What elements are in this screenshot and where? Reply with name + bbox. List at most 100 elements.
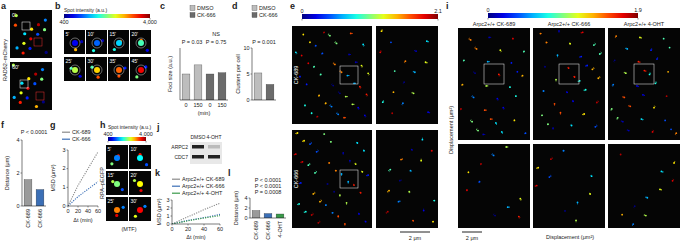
track: [632, 224, 633, 226]
track: [569, 43, 570, 44]
track: [597, 101, 599, 103]
y-tick-label: 0: [246, 97, 249, 103]
spot: [146, 49, 149, 52]
spot: [29, 37, 32, 40]
track: [335, 41, 337, 43]
spot: [422, 139, 424, 141]
spot: [344, 223, 346, 225]
track: [303, 34, 304, 35]
spot: [547, 123, 549, 125]
micrograph: [106, 145, 128, 169]
track: [492, 153, 494, 155]
spot: [591, 68, 593, 70]
track: [328, 34, 330, 36]
spot: [596, 102, 598, 104]
spot: [566, 91, 568, 93]
micrograph: [64, 30, 85, 54]
spot: [137, 181, 143, 187]
spot: [611, 108, 613, 110]
spot: [494, 215, 496, 217]
spot: [585, 89, 587, 91]
micrograph: [64, 57, 85, 81]
colorbar-tick: [488, 18, 489, 20]
track: [399, 201, 401, 202]
x-tick-label: 40: [85, 208, 91, 214]
track: [344, 117, 346, 118]
y-tick: [21, 173, 23, 174]
track: [522, 76, 523, 77]
roi-circle: [114, 38, 124, 48]
condition-label: CK-689: [293, 66, 299, 85]
roi-circle: [136, 65, 146, 75]
spot: [297, 132, 299, 134]
x-tick-label: 20: [75, 208, 81, 214]
spot: [625, 72, 627, 74]
axis-label: Displacement (μm²): [448, 106, 454, 154]
colorbar-label: 0: [486, 7, 489, 13]
spot: [400, 159, 402, 161]
track: [480, 164, 481, 165]
track: [432, 221, 433, 222]
x-axis: [22, 206, 46, 207]
spot: [301, 55, 303, 57]
legend-swatch: [172, 179, 180, 180]
x-tick-label: 60: [95, 208, 101, 214]
micrograph: [608, 28, 680, 140]
track: [469, 38, 471, 40]
spot: [79, 75, 82, 78]
spot: [519, 198, 521, 200]
y-tick: [21, 206, 23, 207]
y-tick: [67, 187, 69, 188]
spot: [649, 74, 651, 76]
track: [414, 50, 416, 51]
x-tick-label: 0: [208, 102, 211, 108]
spot: [92, 49, 95, 52]
spot: [40, 78, 43, 81]
line: [172, 214, 220, 224]
track: [403, 82, 404, 84]
track: [299, 183, 301, 184]
track: [627, 130, 629, 131]
track: [470, 120, 472, 122]
track: [363, 45, 364, 47]
colorbar-tick: [638, 18, 639, 20]
spot: [14, 24, 17, 27]
y-tick-label: 0: [16, 203, 19, 209]
spot: [341, 71, 343, 73]
spot: [515, 95, 517, 97]
spot: [362, 44, 364, 46]
spot: [512, 38, 514, 40]
spot: [318, 95, 320, 97]
y-tick-label: 2: [244, 205, 247, 211]
track: [409, 192, 410, 193]
track: [347, 75, 349, 76]
track: [473, 71, 475, 73]
spot: [560, 112, 562, 114]
y-tick: [21, 140, 23, 141]
spot: [638, 61, 640, 63]
legend-label: CK-666: [72, 136, 91, 142]
spot: [365, 221, 367, 223]
spot: [403, 81, 405, 83]
zoom-box: [559, 64, 579, 84]
legend-swatch: [62, 132, 70, 133]
spot: [317, 222, 319, 224]
time-label: 10': [131, 146, 138, 152]
y-tick-label: 0: [244, 215, 247, 221]
spot: [387, 211, 389, 213]
spot: [307, 62, 309, 64]
spot: [74, 48, 77, 51]
spot: [466, 189, 468, 191]
spot: [388, 190, 390, 192]
spot: [116, 67, 122, 73]
spot: [636, 85, 638, 87]
spot: [325, 102, 327, 104]
spot: [355, 61, 357, 63]
track: [653, 130, 654, 132]
spot: [366, 93, 368, 95]
track: [621, 121, 623, 122]
bar: [24, 180, 32, 206]
track: [463, 60, 464, 61]
spot: [145, 163, 148, 166]
spot: [307, 164, 309, 166]
